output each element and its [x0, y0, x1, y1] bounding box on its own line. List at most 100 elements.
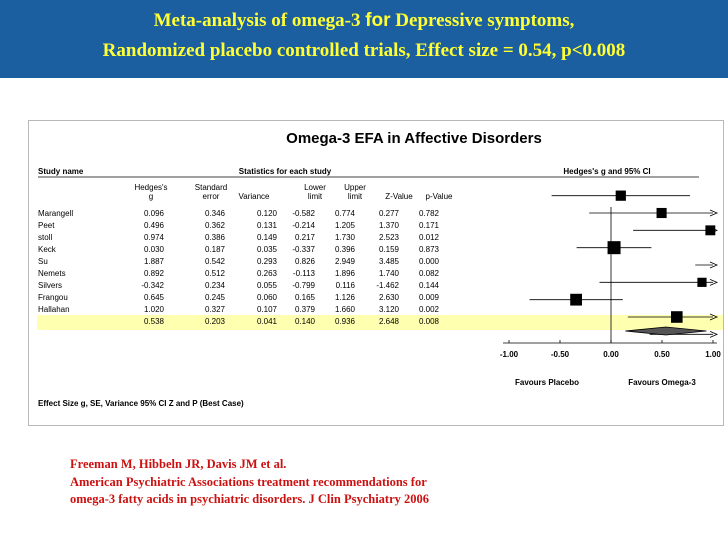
stat-cell: 0.327: [205, 305, 226, 314]
stat-cell: 0.000: [419, 257, 440, 266]
stat-cell: 0.263: [257, 269, 278, 278]
study-name-header: Study name: [38, 167, 84, 176]
stat-cell: -0.582: [292, 209, 315, 218]
stat-cell: 1.896: [335, 269, 356, 278]
ci-arrow-right: [709, 330, 719, 338]
stat-cell: 1.887: [144, 257, 165, 266]
stat-cell: 3.120: [379, 305, 400, 314]
column-header: Z-Value: [385, 192, 413, 201]
stat-cell: 0.512: [205, 269, 226, 278]
summary-cell: 2.648: [379, 317, 400, 326]
study-name: Silvers: [38, 281, 62, 290]
study-name: Nemets: [38, 269, 66, 278]
stat-cell: 2.630: [379, 293, 400, 302]
stat-cell: 1.730: [335, 233, 356, 242]
stat-cell: 0.159: [379, 245, 400, 254]
slide-title-line-2: Randomized placebo controlled trials, Ef…: [102, 40, 626, 61]
stat-cell: 3.485: [379, 257, 400, 266]
stat-cell: 0.346: [205, 209, 226, 218]
effect-marker: [697, 277, 707, 287]
stat-cell: 0.107: [257, 305, 278, 314]
stat-cell: 0.362: [205, 221, 226, 230]
stat-cell: 0.542: [205, 257, 226, 266]
stat-cell: -0.337: [292, 245, 315, 254]
summary-cell: 0.538: [144, 317, 165, 326]
x-tick-label: -0.50: [551, 350, 570, 359]
stat-cell: 0.386: [205, 233, 226, 242]
study-name: Marangell: [38, 209, 73, 218]
favours-left-label: Favours Placebo: [515, 378, 579, 387]
stat-cell: -0.342: [141, 281, 164, 290]
favours-right-label: Favours Omega-3: [628, 378, 696, 387]
stat-cell: 0.277: [379, 209, 400, 218]
column-header: Hedges's: [134, 183, 167, 192]
title-part-b: Depressive symptoms,: [390, 10, 575, 31]
title-word-for: for: [365, 10, 391, 31]
x-tick-label: 0.00: [603, 350, 619, 359]
stat-cell: 0.131: [257, 221, 278, 230]
ci-arrow-right: [709, 261, 719, 269]
stat-cell: 0.974: [144, 233, 165, 242]
column-header: Upper: [344, 183, 366, 192]
reference-line-3: omega-3 fatty acids in psychiatric disor…: [70, 492, 430, 506]
effect-marker: [670, 311, 683, 323]
ci-arrow-right: [709, 209, 719, 217]
title-part-a: Meta-analysis of omega-3: [153, 10, 366, 31]
column-header: limit: [308, 192, 323, 201]
stat-cell: 1.740: [379, 269, 400, 278]
stat-cell: 0.012: [419, 233, 440, 242]
ci-arrow-right: [709, 313, 719, 321]
ci-arrow-right: [709, 278, 719, 286]
stat-cell: -0.214: [292, 221, 315, 230]
study-name: Su: [38, 257, 48, 266]
x-tick-label: 0.50: [654, 350, 670, 359]
effect-marker: [607, 241, 621, 255]
stat-cell: 0.396: [335, 245, 356, 254]
effect-marker: [615, 190, 626, 201]
stat-cell: 0.645: [144, 293, 165, 302]
stat-cell: 0.826: [295, 257, 316, 266]
plot-header: Hedges's g and 95% CI: [563, 167, 650, 176]
column-header: Lower: [304, 183, 326, 192]
stat-cell: 0.774: [335, 209, 356, 218]
summary-cell: 0.041: [257, 317, 278, 326]
column-header: error: [203, 192, 220, 201]
study-name: stoll: [38, 233, 52, 242]
stat-cell: 0.144: [419, 281, 440, 290]
stat-cell: 0.165: [295, 293, 316, 302]
effect-marker: [656, 207, 667, 219]
stat-cell: 0.892: [144, 269, 165, 278]
stat-cell: 0.009: [419, 293, 440, 302]
reference-citation: Freeman M, Hibbeln JR, Davis JM et al. A…: [70, 456, 429, 509]
stat-cell: -0.113: [293, 269, 316, 278]
stat-cell: 2.949: [335, 257, 356, 266]
column-header: limit: [348, 192, 363, 201]
column-header: Standard: [195, 183, 227, 192]
chart-title: Omega-3 EFA in Affective Disorders: [286, 130, 542, 147]
study-name: Peet: [38, 221, 55, 230]
stat-cell: 0.187: [205, 245, 226, 254]
stat-cell: 1.126: [335, 293, 356, 302]
stat-cell: 0.149: [257, 233, 278, 242]
stat-cell: 0.873: [419, 245, 440, 254]
reference-line-1: Freeman M, Hibbeln JR, Davis JM et al.: [70, 457, 287, 471]
stat-cell: 0.293: [257, 257, 278, 266]
summary-cell: 0.140: [295, 317, 316, 326]
study-name: Frangou: [38, 293, 68, 302]
stat-cell: 2.523: [379, 233, 400, 242]
stat-cell: 1.020: [144, 305, 165, 314]
title-banner: Meta-analysis of omega-3 for Depressive …: [0, 0, 728, 78]
forest-plot-panel: Omega-3 EFA in Affective Disorders Study…: [28, 120, 724, 426]
stat-cell: 0.217: [295, 233, 316, 242]
column-header: g: [149, 192, 153, 201]
stat-cell: 1.370: [379, 221, 400, 230]
forest-plot: Omega-3 EFA in Affective Disorders Study…: [37, 130, 723, 408]
summary-highlight: [37, 315, 723, 330]
x-tick-label: 1.00: [705, 350, 721, 359]
stat-cell: 1.205: [335, 221, 356, 230]
summary-diamond: [625, 326, 707, 336]
stat-cell: -1.462: [376, 281, 399, 290]
summary-cell: 0.008: [419, 317, 440, 326]
stat-cell: 0.060: [257, 293, 278, 302]
stat-cell: 1.660: [335, 305, 356, 314]
